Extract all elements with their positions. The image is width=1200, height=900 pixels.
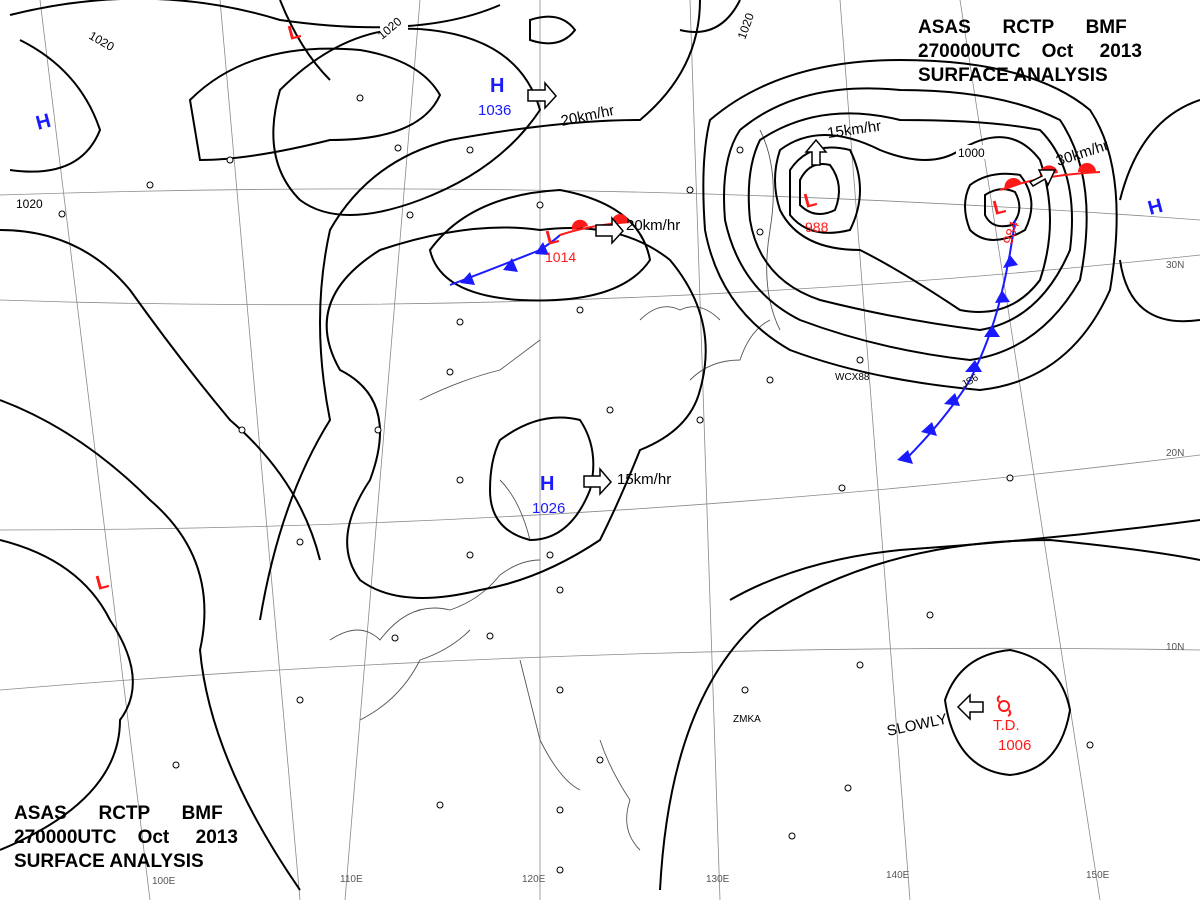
low-pressure-1014: 1014 xyxy=(545,249,576,265)
valid-year: 2013 xyxy=(1099,41,1142,62)
pressure-systems: H 1036 L 1014 H 1026 L 988 L 984 H H L L xyxy=(34,20,1166,594)
arrow-icon xyxy=(595,215,624,245)
agency-line: ASAS RCTP BMF xyxy=(14,802,238,826)
grid-labels: 110E 120E 130E 140E 150E 100E 30N 20N 10… xyxy=(152,260,1184,887)
header-top-right: ASAS RCTP BMF 270000UTC Oct 2013 SURFACE… xyxy=(918,16,1142,88)
station-code: ZMKA xyxy=(733,714,761,725)
valid-time: 270000UTC xyxy=(14,827,117,848)
agency-code: ASAS xyxy=(14,803,67,824)
isobar-label: 1000 xyxy=(958,146,985,160)
high-center-1036: H xyxy=(490,75,504,97)
time-line: 270000UTC Oct 2013 xyxy=(918,40,1142,64)
td-pressure: 1006 xyxy=(998,737,1031,754)
lon-label: 140E xyxy=(886,870,910,881)
movement-arrows xyxy=(527,80,1057,721)
td-label: T.D. xyxy=(993,717,1020,734)
low-center-984: L xyxy=(991,195,1008,219)
high-pressure-1026: 1026 xyxy=(532,500,565,517)
movement-label: 20km/hr xyxy=(626,217,680,234)
lon-label: 100E xyxy=(152,876,176,887)
lat-label: 20N xyxy=(1166,448,1184,459)
agency-code: BMF xyxy=(1085,17,1127,38)
lon-label: 130E xyxy=(706,874,730,885)
low-center-988: L xyxy=(802,188,819,212)
tropical-depression-icon xyxy=(996,695,1012,717)
low-center-1014: L xyxy=(544,225,561,249)
valid-month: Oct xyxy=(137,827,170,848)
agency-code: RCTP xyxy=(1002,17,1054,38)
arrow-icon xyxy=(804,138,828,166)
coastlines xyxy=(329,129,781,851)
high-center-east: H xyxy=(1146,195,1166,220)
valid-time: 270000UTC xyxy=(918,41,1021,62)
cold-front-east xyxy=(897,219,1018,464)
agency-code: BMF xyxy=(181,803,223,824)
low-pressure-988: 988 xyxy=(805,219,829,235)
agency-code: ASAS xyxy=(918,17,971,38)
cold-front-west xyxy=(449,234,561,286)
high-center-west: H xyxy=(34,110,54,135)
product-title: SURFACE ANALYSIS xyxy=(918,65,1108,86)
arrow-icon xyxy=(1028,169,1057,187)
arrow-icon xyxy=(956,693,984,721)
header-bottom-left: ASAS RCTP BMF 270000UTC Oct 2013 SURFACE… xyxy=(14,802,238,874)
low-pressure-984: 984 xyxy=(999,219,1022,247)
isobar-label: 1020 xyxy=(16,197,43,211)
product-title: SURFACE ANALYSIS xyxy=(14,851,204,872)
agency-code: RCTP xyxy=(98,803,150,824)
lon-label: 150E xyxy=(1086,870,1110,881)
lat-label: 30N xyxy=(1166,260,1184,271)
low-center-north: L xyxy=(286,20,303,44)
arrow-icon xyxy=(583,466,612,496)
station-code: WCX88 xyxy=(835,372,870,383)
arrow-icon xyxy=(527,80,557,110)
low-center-southwest: L xyxy=(94,570,111,594)
lon-label: 120E xyxy=(522,874,546,885)
warm-front-west xyxy=(559,214,631,236)
high-center-1026: H xyxy=(540,473,554,495)
valid-year: 2013 xyxy=(195,827,238,848)
lat-label: 10N xyxy=(1166,642,1184,653)
station-markers xyxy=(58,94,1094,874)
agency-line: ASAS RCTP BMF xyxy=(918,16,1142,40)
lon-label: 110E xyxy=(340,874,363,885)
time-line: 270000UTC Oct 2013 xyxy=(14,826,238,850)
movement-label: 15km/hr xyxy=(617,471,671,488)
high-pressure-1036: 1036 xyxy=(478,102,511,119)
valid-month: Oct xyxy=(1041,41,1074,62)
